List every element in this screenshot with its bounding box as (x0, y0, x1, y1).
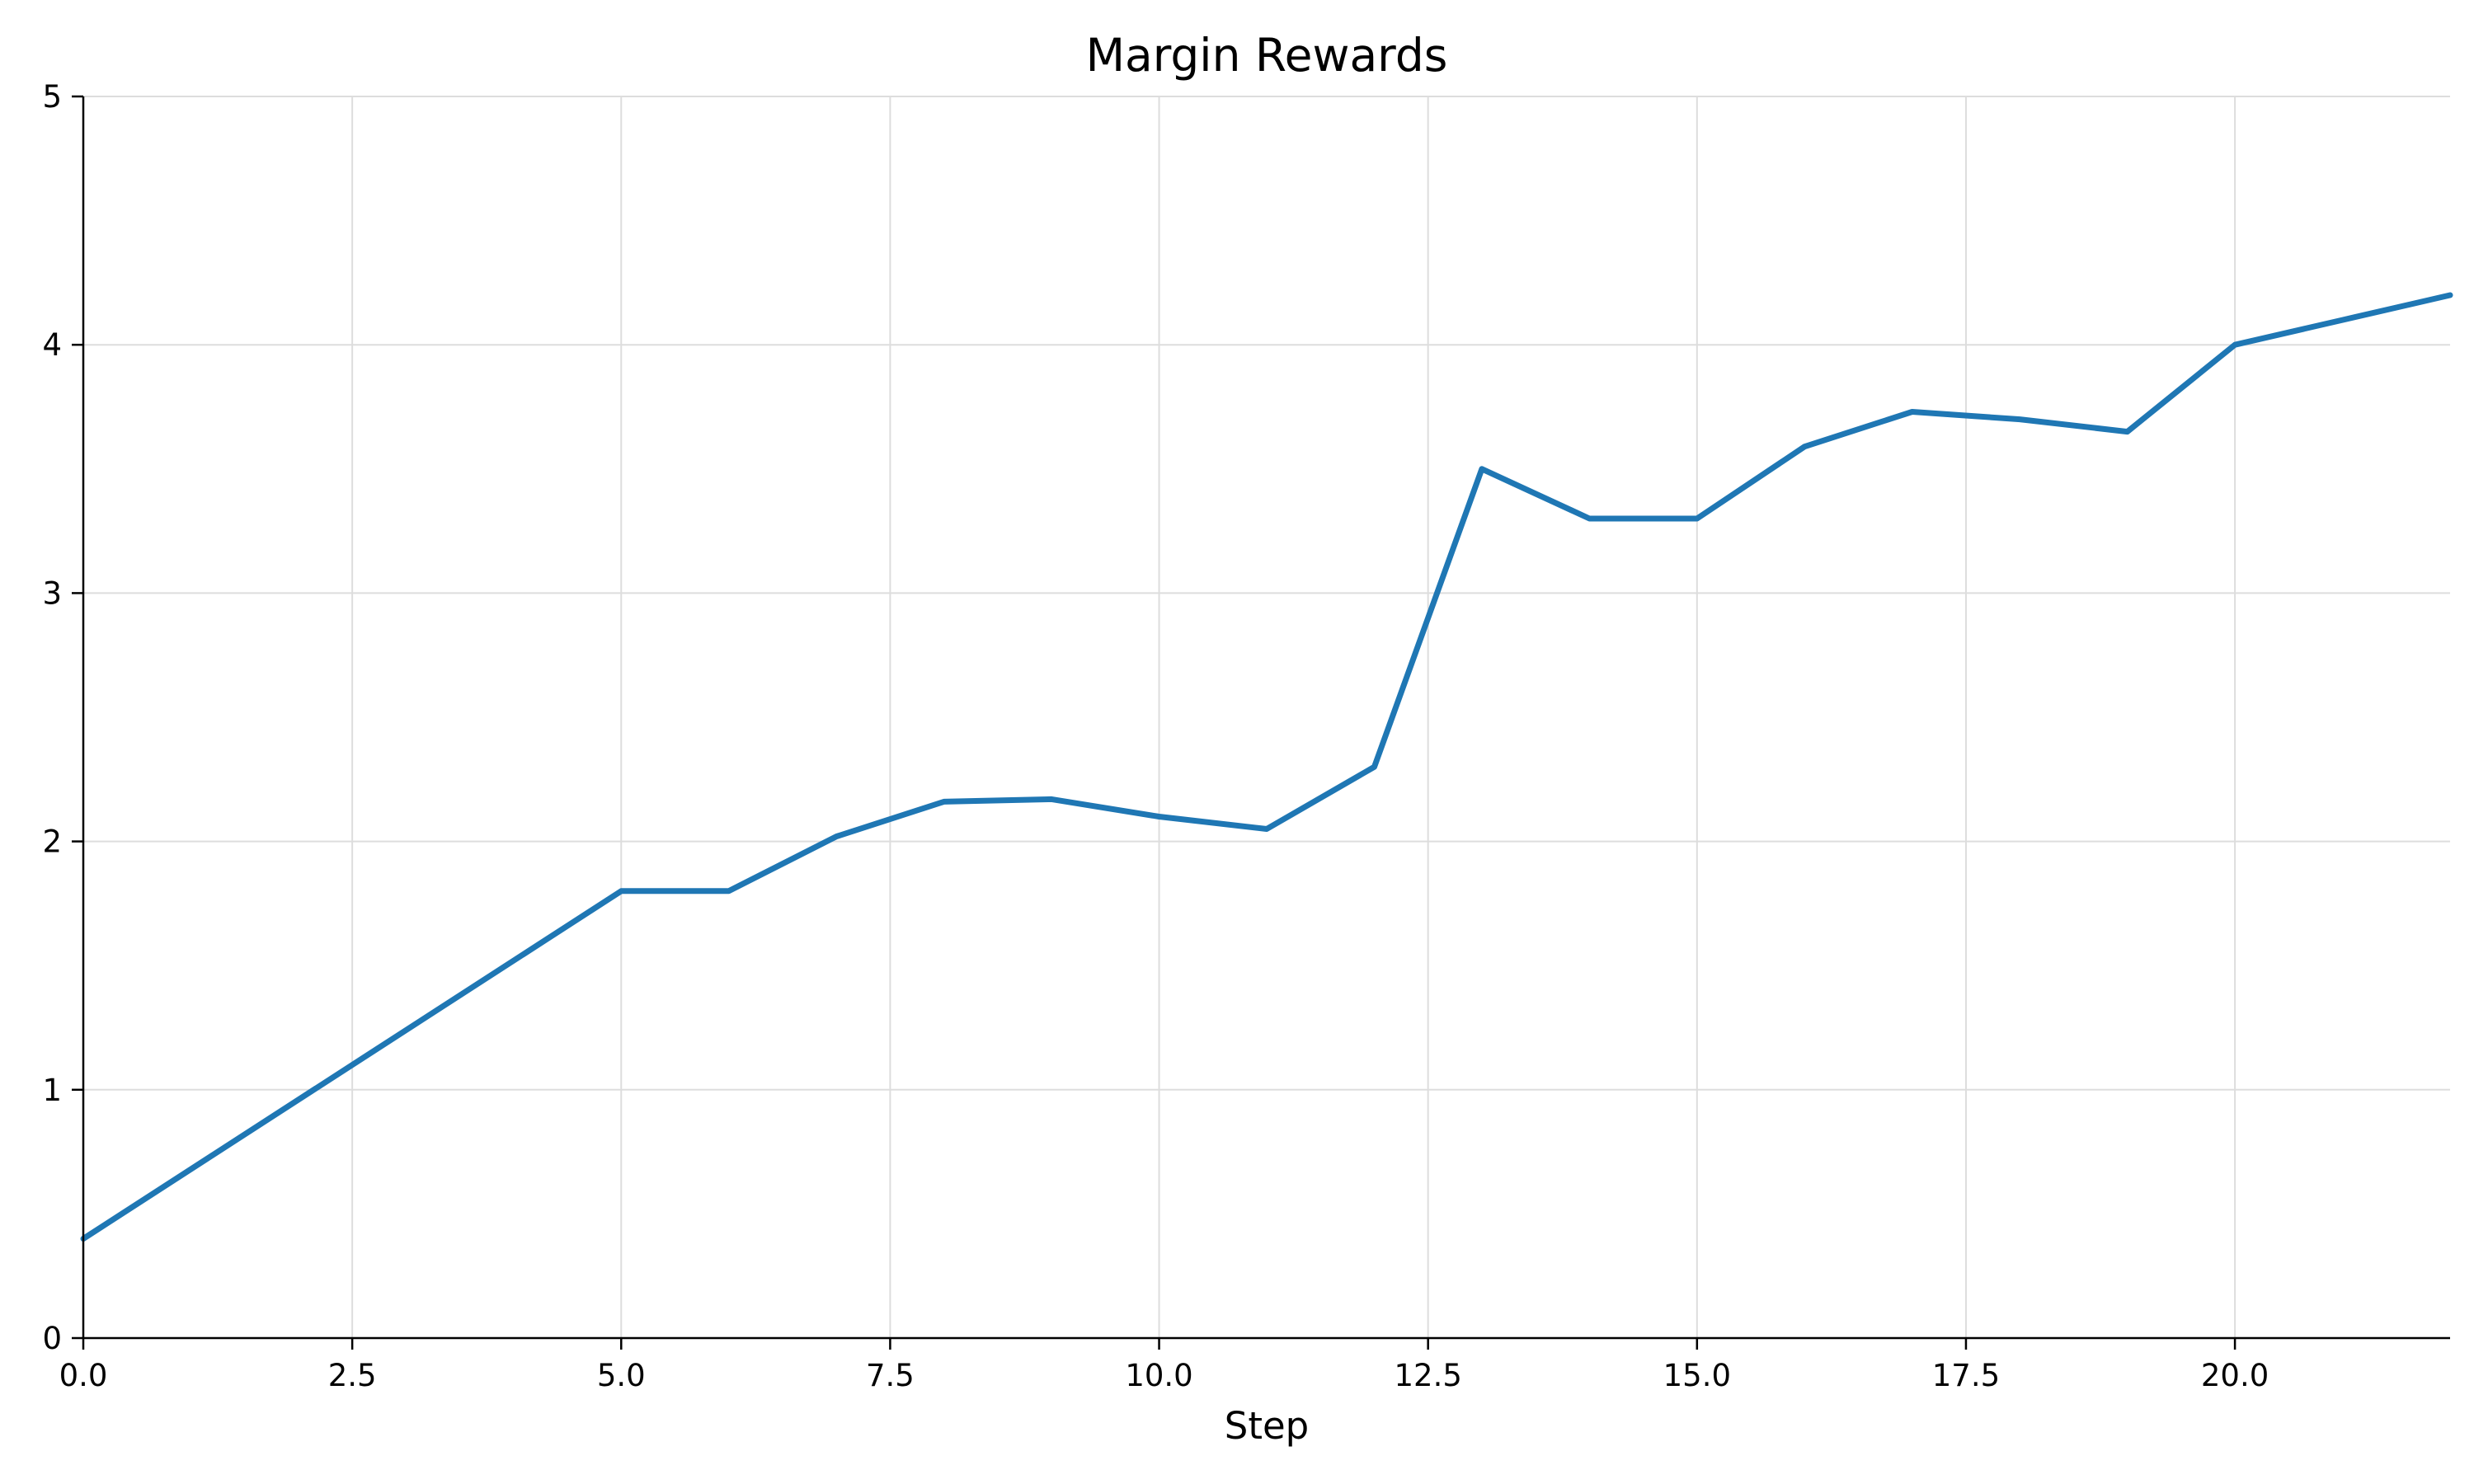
x-tick-label: 2.5 (328, 1358, 377, 1393)
y-tick-label: 5 (42, 79, 62, 115)
x-axis-label: Step (1225, 1404, 1309, 1448)
x-tick-label: 10.0 (1125, 1358, 1192, 1393)
y-tick-label: 4 (42, 327, 62, 363)
y-tick-label: 3 (42, 575, 62, 611)
chart-title: Margin Rewards (1086, 29, 1448, 82)
y-tick-label: 2 (42, 824, 62, 860)
y-tick-label: 1 (42, 1073, 62, 1108)
ticks: 0.0 2.5 5.0 7.5 10.0 12.5 15.0 17.5 20.0 0 1 2 3 4 5 (42, 79, 2269, 1393)
series-line (80, 292, 2453, 1242)
x-tick-label: 7.5 (866, 1358, 915, 1393)
grid (82, 96, 2450, 1339)
y-tick-label: 0 (42, 1321, 62, 1356)
series-layer (80, 292, 2453, 1242)
x-tick-label: 15.0 (1663, 1358, 1731, 1393)
axes (82, 96, 2450, 1340)
x-tick-label: 17.5 (1932, 1358, 2000, 1393)
x-tick-label: 20.0 (2201, 1358, 2269, 1393)
x-tick-label: 12.5 (1394, 1358, 1461, 1393)
x-tick-label: 5.0 (597, 1358, 646, 1393)
x-tick-label: 0.0 (59, 1358, 108, 1393)
